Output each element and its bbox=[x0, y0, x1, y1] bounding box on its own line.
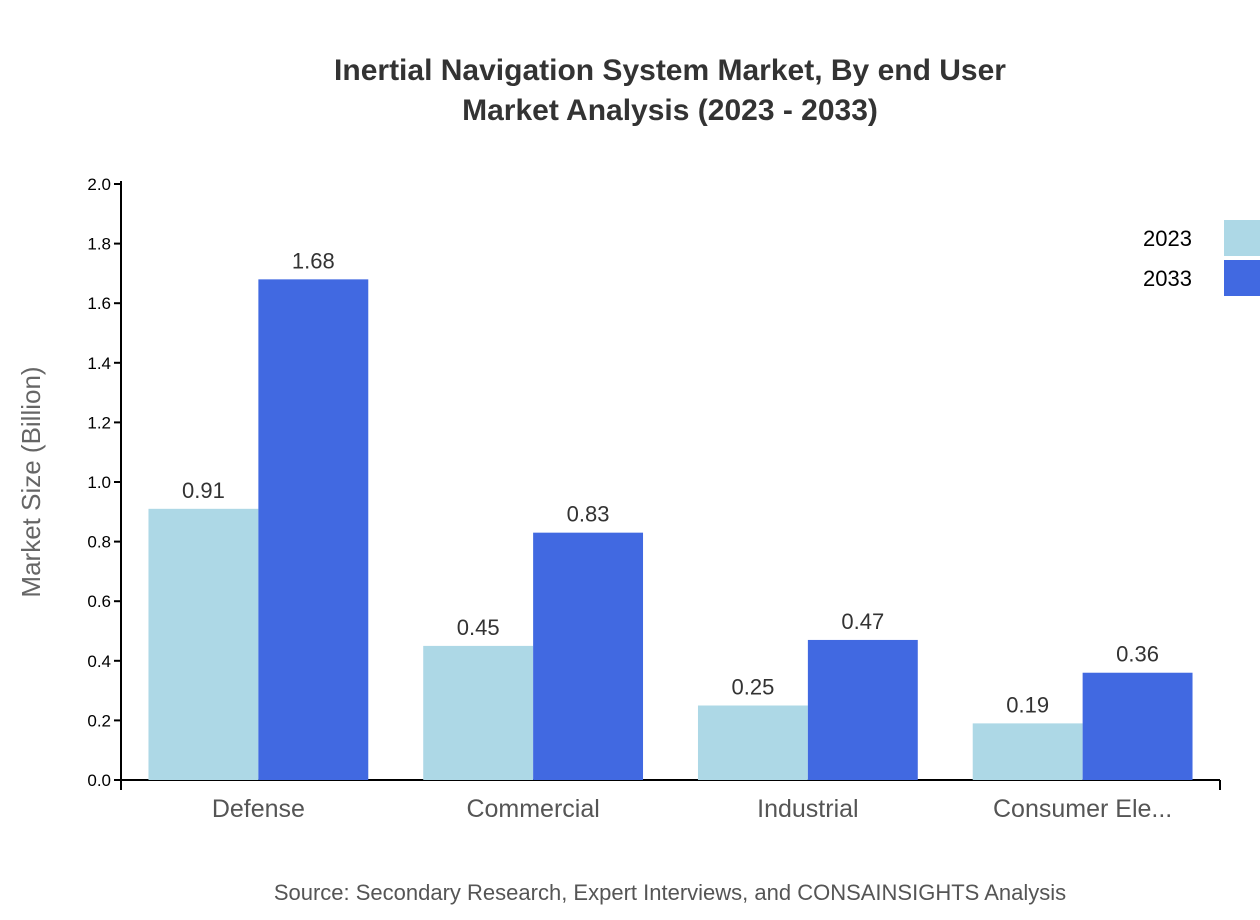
x-tick-label: Industrial bbox=[757, 795, 858, 823]
legend-swatch bbox=[1224, 260, 1260, 296]
y-tick-label: 1.2 bbox=[87, 413, 111, 432]
data-label: 0.83 bbox=[567, 502, 610, 527]
bars: 0.91 1.68 0.45 0.83 0.25 0.47 0.19 0.36 bbox=[148, 248, 1193, 780]
x-tick-label: Commercial bbox=[466, 795, 599, 823]
y-tick-label: 0.6 bbox=[87, 592, 111, 611]
data-label: 1.68 bbox=[292, 248, 335, 273]
chart-title-line-1: Inertial Navigation System Market, By en… bbox=[334, 54, 1006, 87]
data-label: 0.47 bbox=[841, 609, 884, 634]
legend-label: 2033 bbox=[1143, 266, 1192, 291]
source-note: Source: Secondary Research, Expert Inter… bbox=[274, 880, 1066, 905]
legend: 2023 2033 bbox=[1143, 220, 1260, 296]
bar-2023 bbox=[697, 705, 808, 780]
y-tick-label: 1.8 bbox=[87, 235, 111, 254]
y-tick-label: 0.0 bbox=[87, 771, 111, 790]
data-label: 0.91 bbox=[182, 478, 225, 503]
data-label: 0.25 bbox=[732, 675, 775, 700]
legend-swatch bbox=[1224, 220, 1260, 256]
bar-2023 bbox=[423, 645, 534, 780]
chart-title-line-2: Market Analysis (2023 - 2033) bbox=[462, 94, 878, 127]
y-tick-label: 1.6 bbox=[87, 294, 111, 313]
y-tick-label: 0.8 bbox=[87, 533, 111, 552]
y-axis: 0.0 0.2 0.4 0.6 0.8 1.0 1.2 1.4 1.6 1.8 2.0 bbox=[87, 175, 122, 790]
x-tick-label: Defense bbox=[212, 795, 305, 823]
y-tick-label: 1.0 bbox=[87, 473, 111, 492]
bar-2023 bbox=[972, 723, 1083, 780]
bar-2033 bbox=[807, 639, 918, 780]
bar-2023 bbox=[148, 508, 259, 780]
legend-label: 2023 bbox=[1143, 226, 1192, 251]
bar-2033 bbox=[1082, 672, 1193, 780]
y-tick-label: 0.2 bbox=[87, 711, 111, 730]
bar-2033 bbox=[533, 532, 644, 780]
y-tick-label: 1.4 bbox=[87, 354, 111, 373]
data-label: 0.36 bbox=[1116, 642, 1159, 667]
y-axis-label: Market Size (Billion) bbox=[16, 366, 46, 597]
x-tick-label: Consumer Ele... bbox=[993, 795, 1172, 823]
data-label: 0.45 bbox=[457, 615, 500, 640]
data-label: 0.19 bbox=[1006, 692, 1049, 717]
x-axis: Defense Commercial Industrial Consumer Ele.… bbox=[120, 779, 1221, 823]
y-tick-label: 2.0 bbox=[87, 175, 111, 194]
bar-2033 bbox=[258, 279, 369, 780]
y-tick-label: 0.4 bbox=[87, 652, 111, 671]
